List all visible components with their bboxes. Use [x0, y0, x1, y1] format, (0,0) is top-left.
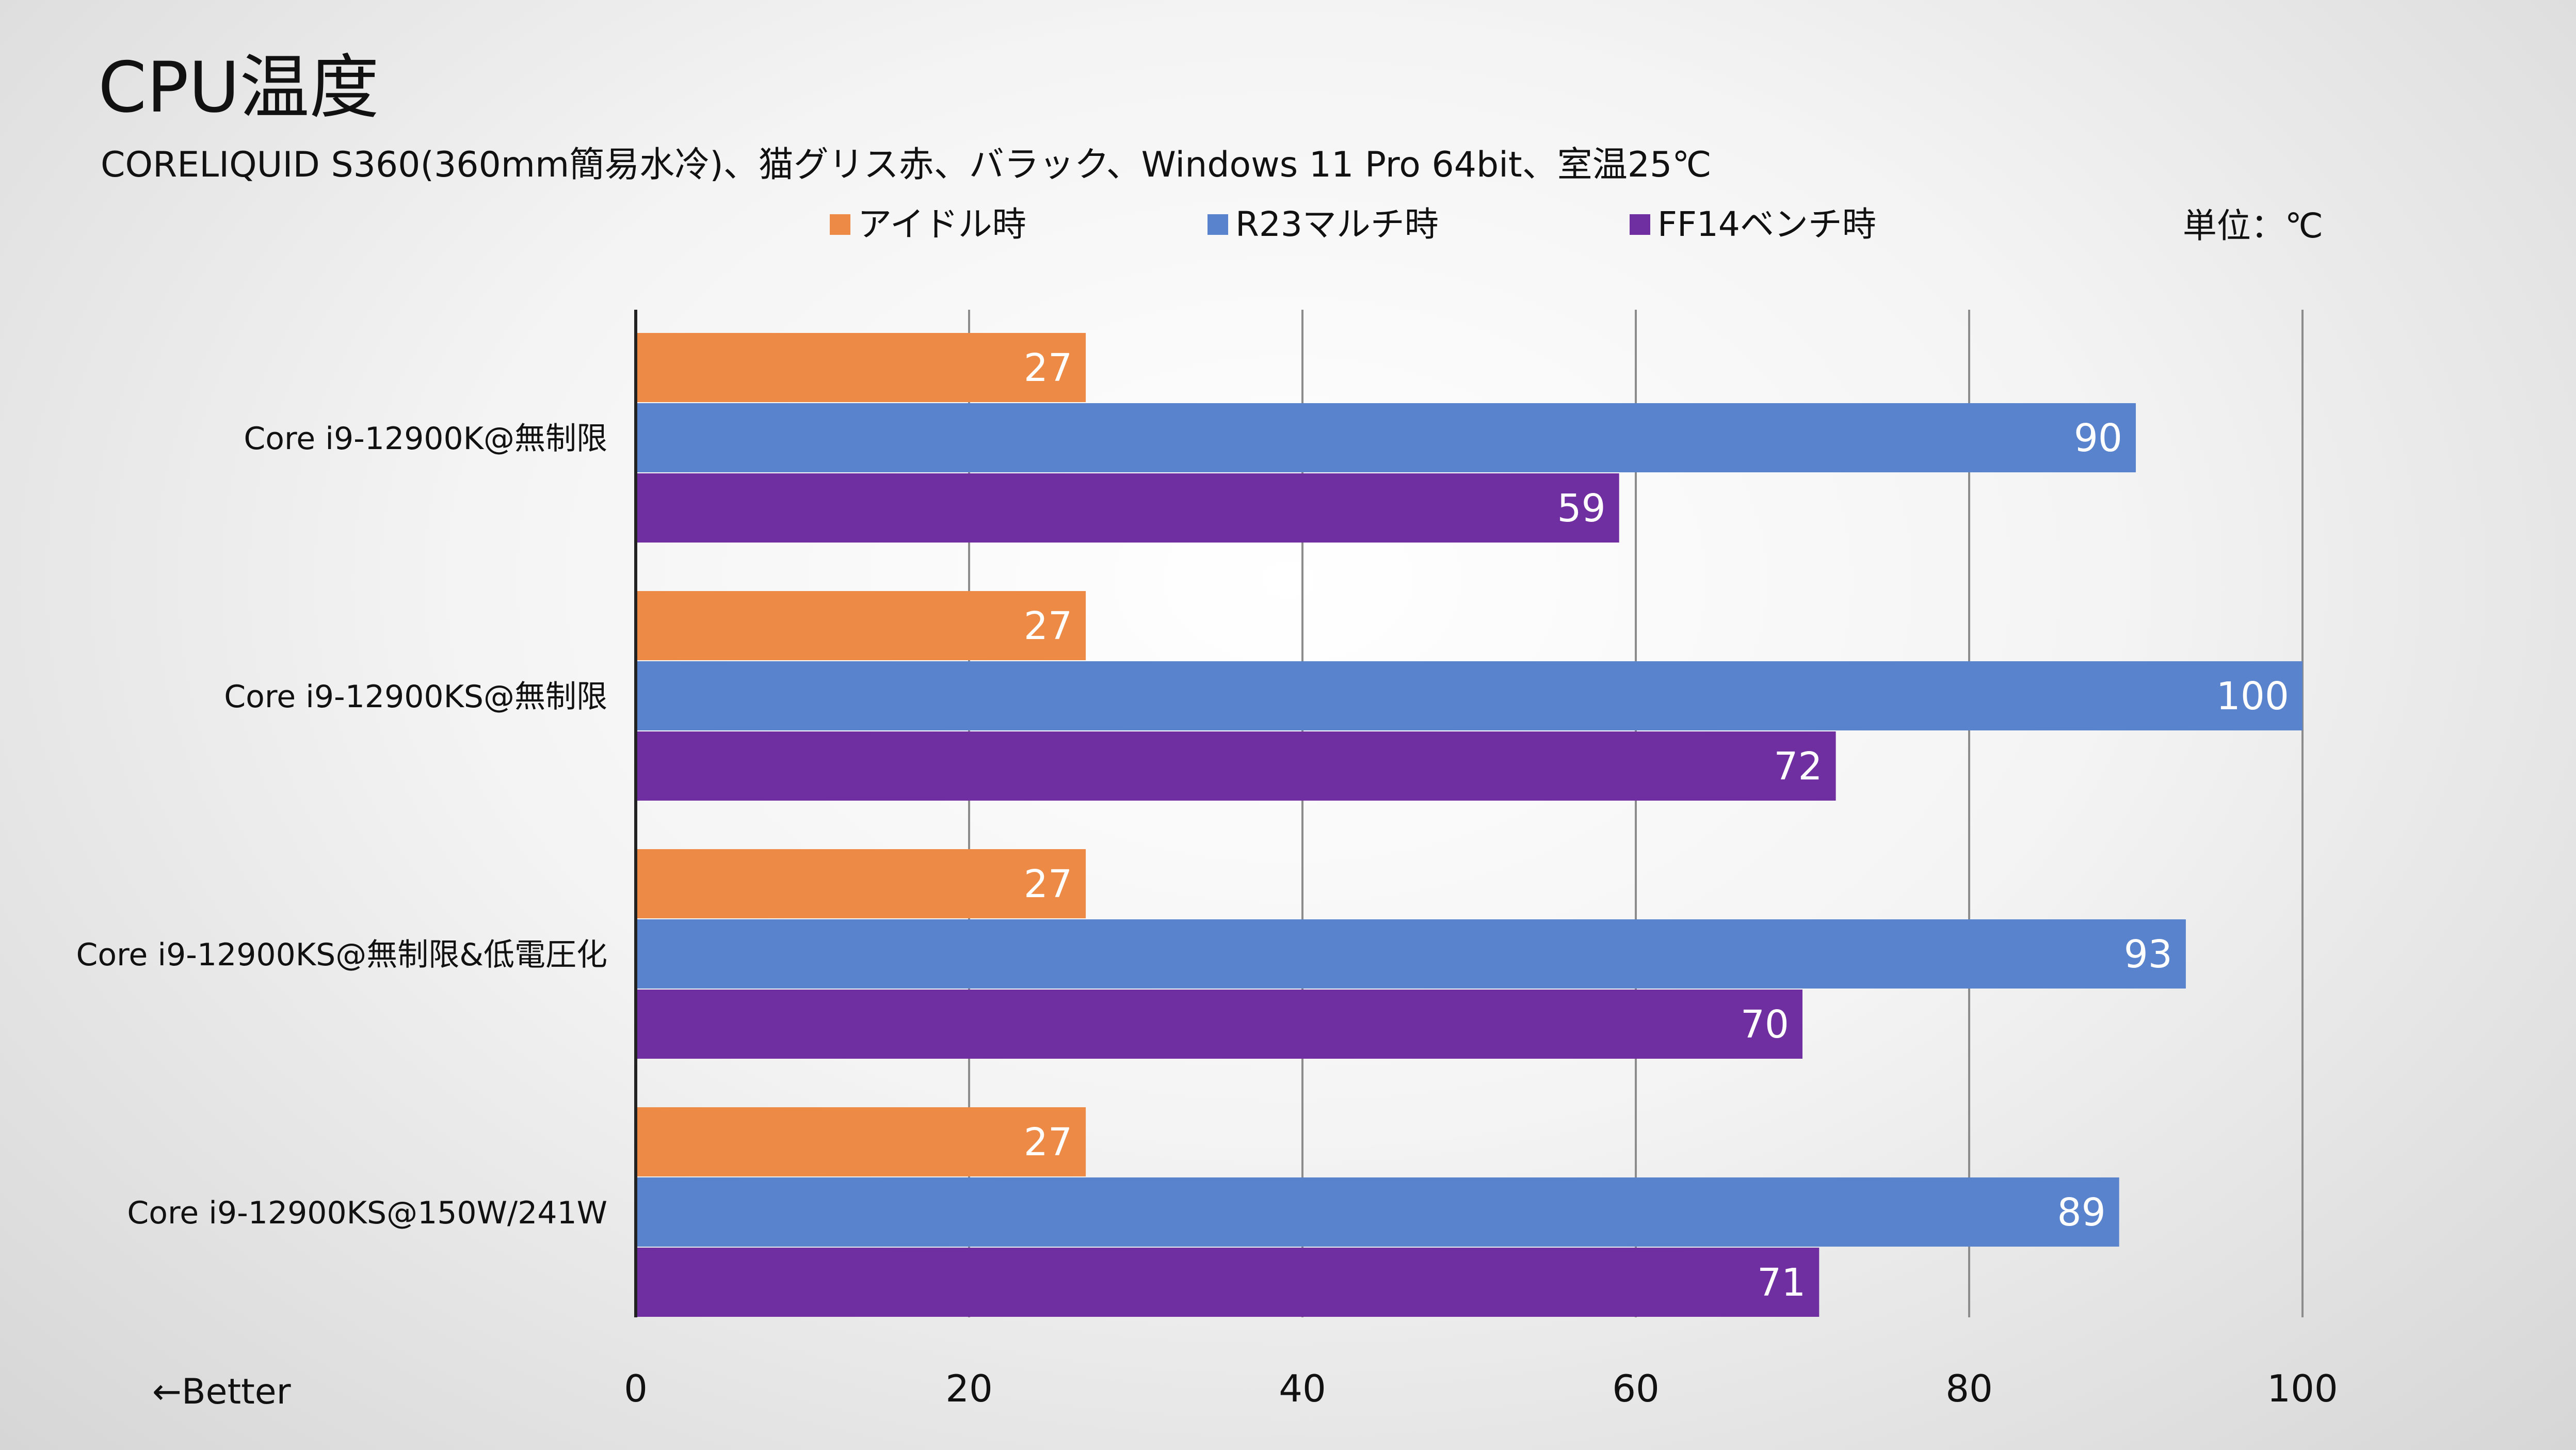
- data-label-0-0: 27: [1024, 346, 1072, 390]
- unit-label: 単位：℃: [2182, 206, 2323, 246]
- bar-2-0: [636, 849, 1086, 918]
- legend-label-r23: R23マルチ時: [1235, 204, 1439, 244]
- chart-title: CPU温度: [98, 47, 379, 128]
- bar-3-0: [636, 1107, 1086, 1176]
- data-label-2-0: 27: [1024, 862, 1072, 906]
- data-label-3-0: 27: [1024, 1120, 1072, 1165]
- x-tick-label-0: 0: [624, 1367, 648, 1410]
- bar-0-0: [636, 333, 1086, 402]
- data-label-1-2: 72: [1774, 744, 1822, 789]
- category-label-0: Core i9-12900K@無制限: [244, 421, 607, 457]
- legend-swatch-r23: [1208, 214, 1228, 235]
- data-label-0-1: 90: [2074, 416, 2122, 460]
- data-label-1-1: 100: [2216, 674, 2289, 719]
- legend-item-idle: アイドル時: [830, 204, 1026, 245]
- bar-3-2: [636, 1248, 1820, 1317]
- category-label-1: Core i9-12900KS@無制限: [224, 679, 607, 715]
- legend-label-idle: アイドル時: [858, 204, 1026, 244]
- legend-item-ff14: FF14ベンチ時: [1630, 204, 1876, 245]
- data-label-3-1: 89: [2057, 1190, 2106, 1235]
- bar-2-1: [636, 919, 2186, 989]
- data-label-1-0: 27: [1024, 604, 1072, 648]
- data-label-2-1: 93: [2124, 932, 2172, 977]
- x-tick-label-2: 40: [1279, 1367, 1326, 1410]
- x-tick-label-4: 80: [1945, 1367, 1993, 1410]
- x-tick-label-5: 100: [2267, 1367, 2338, 1410]
- data-label-2-2: 70: [1741, 1002, 1789, 1047]
- x-tick-label-1: 20: [945, 1367, 993, 1410]
- data-label-3-2: 71: [1757, 1261, 1806, 1305]
- chart-subtitle: CORELIQUID S360(360mm簡易水冷)、猫グリス赤、バラック、Wi…: [101, 145, 1712, 185]
- bar-1-0: [636, 591, 1086, 660]
- bar-2-2: [636, 990, 1802, 1059]
- category-label-2: Core i9-12900KS@無制限&低電圧化: [76, 937, 607, 973]
- category-label-3: Core i9-12900KS@150W/241W: [127, 1195, 607, 1231]
- legend-label-ff14: FF14ベンチ時: [1657, 204, 1876, 244]
- bar-0-2: [636, 473, 1619, 543]
- data-label-0-2: 59: [1557, 486, 1606, 531]
- legend-item-r23: R23マルチ時: [1208, 204, 1439, 245]
- legend-swatch-idle: [830, 214, 850, 235]
- legend-swatch-ff14: [1630, 214, 1650, 235]
- bar-1-2: [636, 731, 1836, 801]
- better-direction-label: ←Better: [152, 1372, 291, 1412]
- bar-3-1: [636, 1177, 2119, 1247]
- bar-1-1: [636, 661, 2303, 730]
- x-tick-label-3: 60: [1612, 1367, 1660, 1410]
- bar-0-1: [636, 403, 2136, 472]
